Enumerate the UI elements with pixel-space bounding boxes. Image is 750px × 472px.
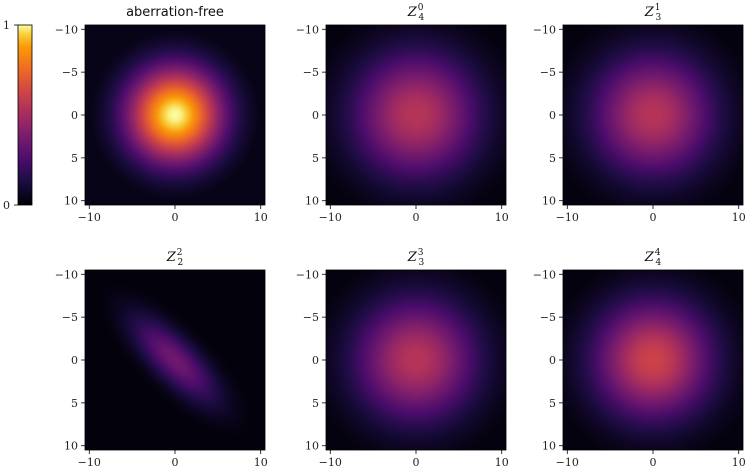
y-tick-label: 5 xyxy=(312,152,319,165)
y-tick-label: −5 xyxy=(303,311,319,324)
x-tick-label: 0 xyxy=(172,211,179,224)
y-tick-label: −10 xyxy=(296,268,319,281)
x-tick-label: 0 xyxy=(413,211,420,224)
x-tick-label: −10 xyxy=(78,211,101,224)
y-tick-label: −5 xyxy=(540,311,556,324)
heatmap-image xyxy=(563,25,743,205)
x-tick-label: 10 xyxy=(254,211,268,224)
y-tick-label: 10 xyxy=(64,440,78,453)
panel-title: Z0 4 xyxy=(407,3,425,23)
y-tick-label: 5 xyxy=(549,397,556,410)
y-tick-label: 5 xyxy=(71,152,78,165)
panel-title: aberration-free xyxy=(126,5,224,20)
heatmap-image xyxy=(563,270,743,450)
x-tick-label: −10 xyxy=(78,456,101,469)
y-tick-label: 5 xyxy=(312,397,319,410)
colorbar-bar xyxy=(17,24,33,206)
x-tick-label: −10 xyxy=(556,456,579,469)
colorbar-tick-label-max: 1 xyxy=(3,19,10,32)
x-tick-label: 10 xyxy=(495,456,509,469)
panel-title: Z4 4 xyxy=(644,248,662,268)
x-tick-label: 10 xyxy=(732,456,746,469)
heatmap-image xyxy=(326,270,506,450)
colorbar-tick-label-min: 0 xyxy=(3,199,10,212)
heatmap-image xyxy=(85,270,265,450)
y-tick-label: 0 xyxy=(549,109,556,122)
y-tick-label: −5 xyxy=(303,66,319,79)
heatmap-image xyxy=(85,25,265,205)
colorbar: 1 0 xyxy=(3,19,33,212)
y-tick-label: −10 xyxy=(55,23,78,36)
heatmap-image xyxy=(326,25,506,205)
y-tick-label: −10 xyxy=(533,23,556,36)
x-tick-label: 10 xyxy=(254,456,268,469)
y-tick-label: 10 xyxy=(64,195,78,208)
y-tick-label: −10 xyxy=(55,268,78,281)
x-tick-label: −10 xyxy=(319,456,342,469)
y-tick-label: 10 xyxy=(305,440,319,453)
y-tick-label: 10 xyxy=(542,195,556,208)
panel-title: Z1 3 xyxy=(644,3,662,23)
y-tick-label: 5 xyxy=(71,397,78,410)
y-tick-label: −5 xyxy=(62,311,78,324)
y-tick-label: −5 xyxy=(540,66,556,79)
y-tick-label: 0 xyxy=(312,354,319,367)
x-tick-label: −10 xyxy=(319,211,342,224)
panel-title: Z2 2 xyxy=(166,248,184,268)
y-tick-label: −5 xyxy=(62,66,78,79)
x-tick-label: 0 xyxy=(413,456,420,469)
x-tick-label: 0 xyxy=(650,211,657,224)
x-tick-label: −10 xyxy=(556,211,579,224)
y-tick-label: 0 xyxy=(312,109,319,122)
y-tick-label: 0 xyxy=(71,109,78,122)
y-tick-label: 0 xyxy=(549,354,556,367)
y-tick-label: 0 xyxy=(71,354,78,367)
x-tick-label: 0 xyxy=(650,456,657,469)
x-tick-label: 0 xyxy=(172,456,179,469)
x-tick-label: 10 xyxy=(732,211,746,224)
x-tick-label: 10 xyxy=(495,211,509,224)
y-tick-label: 10 xyxy=(542,440,556,453)
y-tick-label: −10 xyxy=(296,23,319,36)
y-tick-label: 5 xyxy=(549,152,556,165)
y-tick-label: −10 xyxy=(533,268,556,281)
panel-title: Z3 3 xyxy=(407,248,425,268)
y-tick-label: 10 xyxy=(305,195,319,208)
